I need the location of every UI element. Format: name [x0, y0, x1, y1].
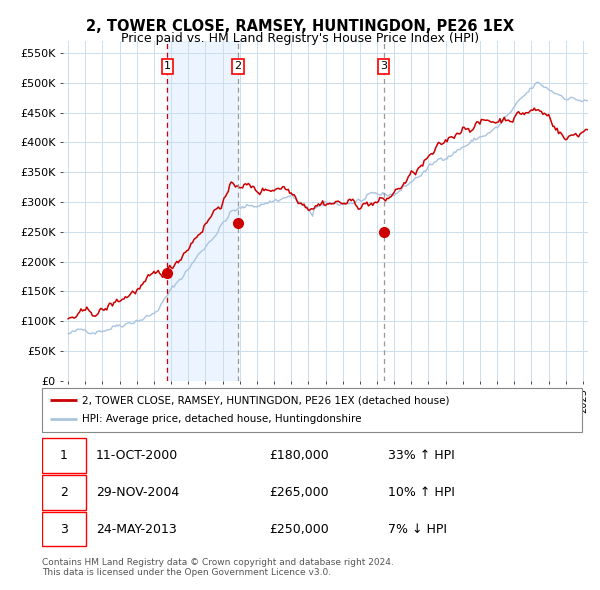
Text: 1: 1	[164, 61, 171, 71]
FancyBboxPatch shape	[42, 438, 86, 473]
Text: 10% ↑ HPI: 10% ↑ HPI	[388, 486, 454, 499]
Text: £265,000: £265,000	[269, 486, 328, 499]
Text: 11-OCT-2000: 11-OCT-2000	[96, 449, 178, 462]
Text: 3: 3	[380, 61, 387, 71]
FancyBboxPatch shape	[42, 512, 86, 546]
Text: Contains HM Land Registry data © Crown copyright and database right 2024.
This d: Contains HM Land Registry data © Crown c…	[42, 558, 394, 577]
Text: 2, TOWER CLOSE, RAMSEY, HUNTINGDON, PE26 1EX (detached house): 2, TOWER CLOSE, RAMSEY, HUNTINGDON, PE26…	[83, 395, 450, 405]
Text: 29-NOV-2004: 29-NOV-2004	[96, 486, 179, 499]
Text: £180,000: £180,000	[269, 449, 329, 462]
Text: 2: 2	[235, 61, 242, 71]
Text: 7% ↓ HPI: 7% ↓ HPI	[388, 523, 446, 536]
Text: 2: 2	[59, 486, 68, 499]
FancyBboxPatch shape	[42, 388, 582, 432]
Text: Price paid vs. HM Land Registry's House Price Index (HPI): Price paid vs. HM Land Registry's House …	[121, 32, 479, 45]
Text: £250,000: £250,000	[269, 523, 329, 536]
Text: HPI: Average price, detached house, Huntingdonshire: HPI: Average price, detached house, Hunt…	[83, 415, 362, 424]
Bar	[167, 41, 238, 381]
Text: 2, TOWER CLOSE, RAMSEY, HUNTINGDON, PE26 1EX: 2, TOWER CLOSE, RAMSEY, HUNTINGDON, PE26…	[86, 19, 514, 34]
Text: 3: 3	[59, 523, 68, 536]
Text: 24-MAY-2013: 24-MAY-2013	[96, 523, 177, 536]
FancyBboxPatch shape	[42, 475, 86, 510]
Text: 1: 1	[59, 449, 68, 462]
Text: 33% ↑ HPI: 33% ↑ HPI	[388, 449, 454, 462]
